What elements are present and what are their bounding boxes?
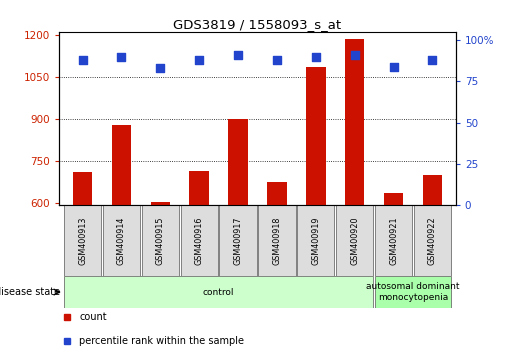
Bar [181,205,218,276]
Text: autosomal dominant
monocytopenia: autosomal dominant monocytopenia [366,282,460,302]
Point [312,54,320,59]
Point [117,54,126,59]
Text: GSM400917: GSM400917 [234,216,243,265]
Bar [423,175,442,354]
Bar [103,205,140,276]
Text: GSM400922: GSM400922 [428,216,437,265]
Bar [259,205,296,276]
Bar [142,205,179,276]
Bar [73,172,92,354]
Text: GSM400920: GSM400920 [350,216,359,265]
Point [351,52,359,58]
Bar [414,205,451,276]
Bar [228,119,248,354]
Bar [306,67,325,354]
Text: percentile rank within the sample: percentile rank within the sample [79,336,244,346]
Text: GSM400914: GSM400914 [117,217,126,265]
Text: GSM400915: GSM400915 [156,216,165,265]
Text: GSM400913: GSM400913 [78,217,87,265]
Text: disease state: disease state [0,287,60,297]
Text: GSM400918: GSM400918 [272,217,281,265]
Bar [112,125,131,354]
Text: GSM400916: GSM400916 [195,217,204,265]
Text: count: count [79,312,107,322]
Bar [375,276,451,308]
Bar [297,205,334,276]
Point [234,52,242,58]
Point [428,57,437,63]
Bar [64,276,373,308]
Text: control: control [203,287,234,297]
Bar [336,205,373,276]
Bar [375,205,412,276]
Point [389,64,398,69]
Point [156,65,164,71]
Bar [219,205,256,276]
Text: GSM400919: GSM400919 [311,216,320,265]
Title: GDS3819 / 1558093_s_at: GDS3819 / 1558093_s_at [174,18,341,31]
Point [78,57,87,63]
Point [273,57,281,63]
Bar [267,182,287,354]
Text: GSM400921: GSM400921 [389,216,398,265]
Bar [150,202,170,354]
Bar [64,205,101,276]
Bar [190,171,209,354]
Bar [384,193,403,354]
Point [195,57,203,63]
Bar [345,39,365,354]
